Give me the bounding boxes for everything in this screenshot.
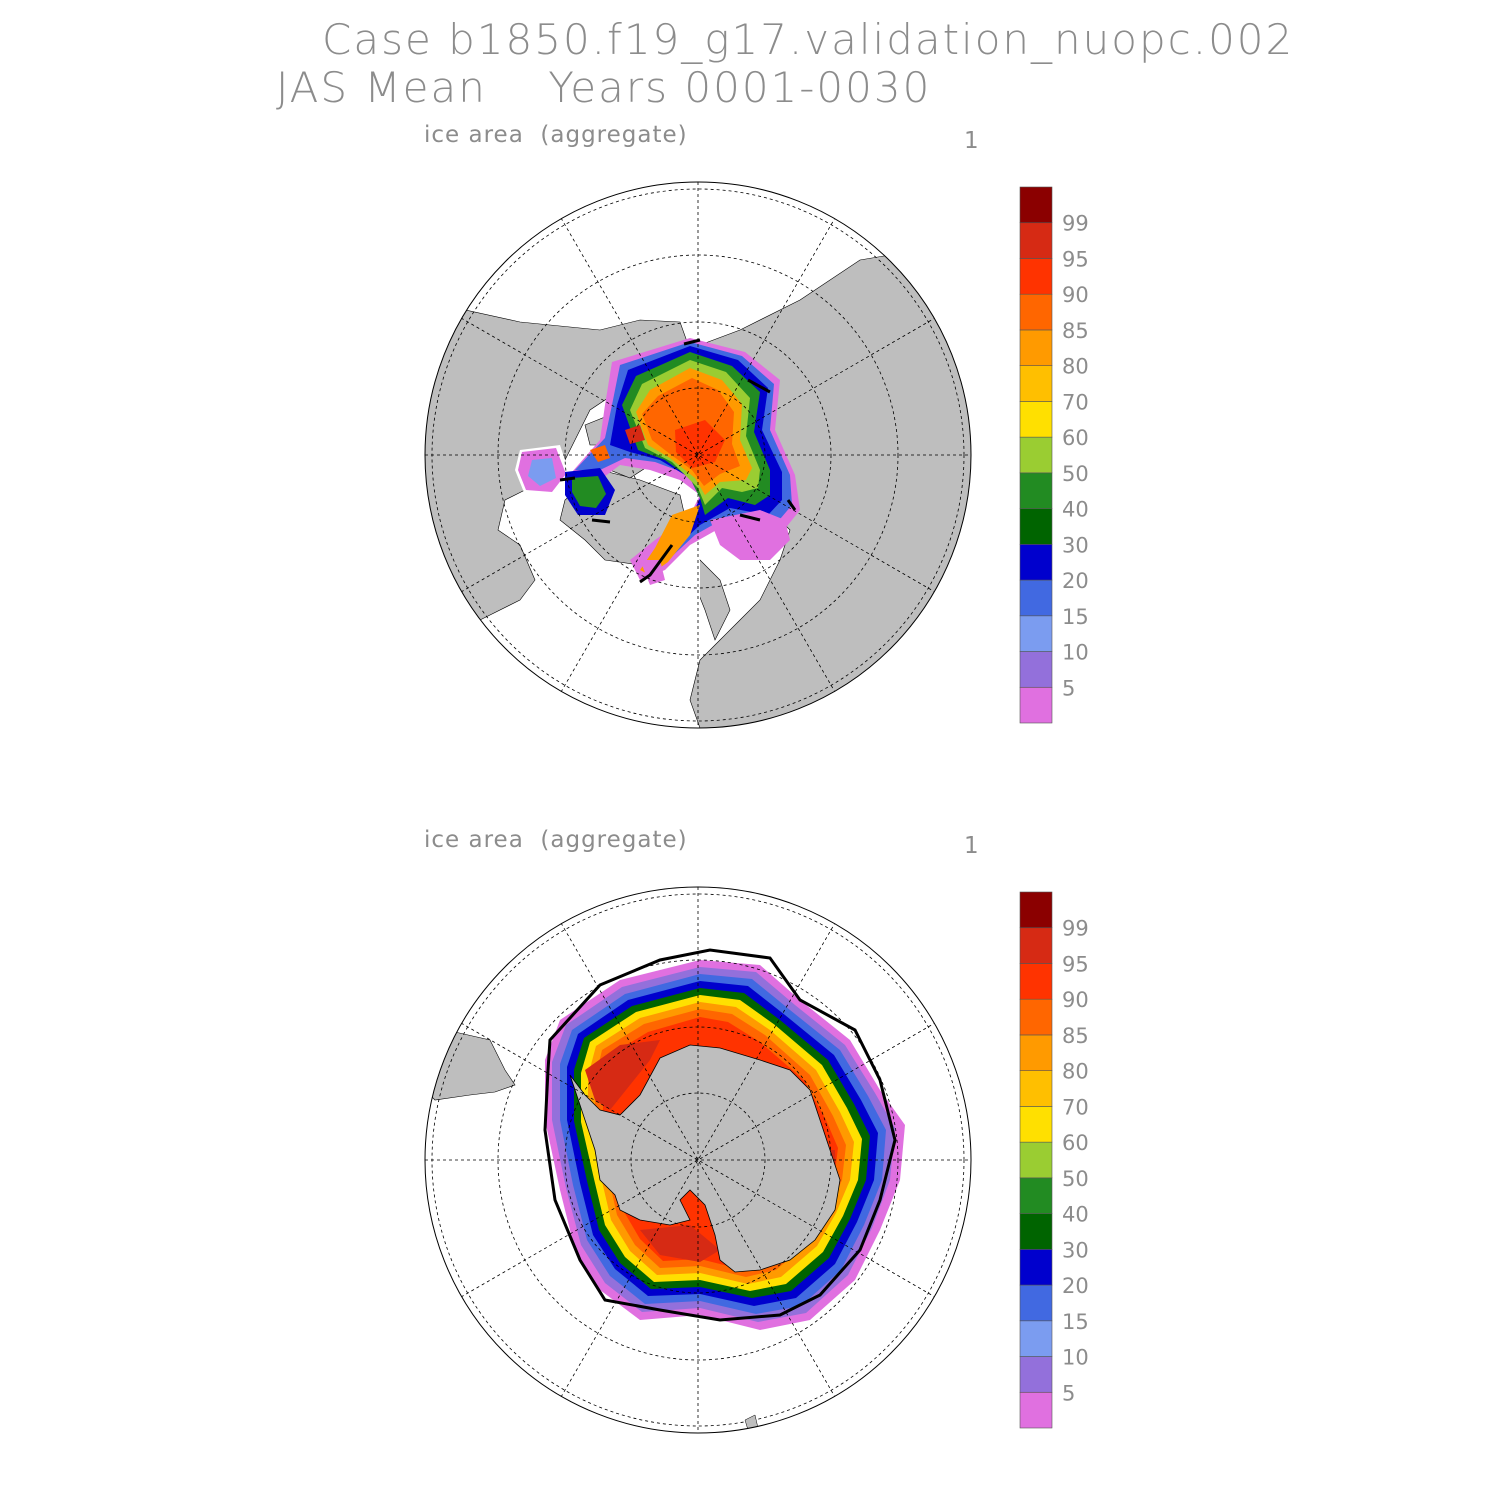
colorbar-north-segment <box>1019 329 1053 366</box>
colorbar-south-tick-label: 99 <box>1062 917 1089 941</box>
arctic-graticule <box>425 182 971 728</box>
colorbar-north-tick-label: 95 <box>1062 247 1089 271</box>
colorbar-north-segment <box>1019 508 1053 545</box>
colorbar-north-segment <box>1019 293 1053 331</box>
colorbar-south-tick-label: 40 <box>1062 1203 1089 1227</box>
colorbar-north-tick-label: 10 <box>1062 641 1089 665</box>
colorbar-north-tick-label: 80 <box>1062 355 1089 379</box>
colorbar-north-segment <box>1019 686 1053 724</box>
antarctica-land <box>569 1044 841 1273</box>
colorbar-north: 5 10 15 20 30 40 50 60 70 80 85 90 95 99 <box>1019 186 1089 724</box>
antarctic-graticule <box>425 887 971 1433</box>
colorbar-south: 5 10 15 20 30 40 50 60 70 80 85 90 95 99 <box>1019 891 1089 1429</box>
colorbar-north-segment <box>1019 258 1053 295</box>
colorbar-south-segment <box>1019 1070 1053 1107</box>
colorbar-south-segment <box>1019 963 1053 1000</box>
colorbar-south-tick-label: 30 <box>1062 1238 1089 1262</box>
colorbar-south-segment <box>1019 1320 1053 1357</box>
colorbar-south-tick-label: 90 <box>1062 988 1089 1012</box>
arctic-map <box>424 181 972 729</box>
colorbar-north-segment <box>1019 186 1053 224</box>
panel-title-south: ice area (aggregate) <box>424 827 688 853</box>
period-title: JAS Mean Years 0001-0030 <box>276 63 932 112</box>
colorbar-south-tick-label: 95 <box>1062 952 1089 976</box>
arctic-ice-edge-contour <box>559 338 797 584</box>
colorbar-south-segment <box>1019 1356 1053 1393</box>
colorbar-south-tick-label: 50 <box>1062 1167 1089 1191</box>
colorbar-north-tick-label: 99 <box>1062 212 1089 236</box>
colorbar-south-segment <box>1019 891 1053 929</box>
panel-number-north: 1 <box>964 128 979 154</box>
colorbar-north-tick-label: 60 <box>1062 426 1089 450</box>
colorbar-north-tick-label: 85 <box>1062 319 1089 343</box>
colorbar-north-tick-label: 50 <box>1062 462 1089 486</box>
colorbar-north-segment <box>1019 222 1053 259</box>
colorbar-north-tick-label: 90 <box>1062 283 1089 307</box>
colorbar-north-segment <box>1019 544 1053 581</box>
colorbar-south-tick-label: 10 <box>1062 1346 1089 1370</box>
colorbar-south-tick-label: 85 <box>1062 1024 1089 1048</box>
case-title: Case b1850.f19_g17.validation_nuopc.002 <box>322 15 1295 64</box>
colorbar-south-segment <box>1019 1213 1053 1250</box>
colorbar-south-tick-label: 80 <box>1062 1060 1089 1084</box>
colorbar-north-segment <box>1019 651 1053 688</box>
panel-title-north: ice area (aggregate) <box>424 122 688 148</box>
colorbar-south-segment <box>1019 1141 1053 1179</box>
colorbar-south-segment <box>1019 1106 1053 1143</box>
colorbar-south-tick-label: 60 <box>1062 1131 1089 1155</box>
antarctic-ice-edge-contour <box>543 948 897 1322</box>
colorbar-south-segment <box>1019 998 1053 1036</box>
colorbar-north-segment <box>1019 615 1053 652</box>
colorbar-north-segment <box>1019 579 1053 617</box>
colorbar-south-segment <box>1019 1177 1053 1214</box>
colorbar-south-segment <box>1019 1034 1053 1071</box>
panel-number-south: 1 <box>964 833 979 859</box>
colorbar-north-segment <box>1019 472 1053 509</box>
colorbar-north-tick-label: 5 <box>1062 676 1075 700</box>
colorbar-south-segment <box>1019 1391 1053 1429</box>
colorbar-north-tick-label: 70 <box>1062 390 1089 414</box>
colorbar-south-segment <box>1019 1284 1053 1322</box>
colorbar-north-segment <box>1019 401 1053 438</box>
colorbar-north-tick-label: 20 <box>1062 569 1089 593</box>
colorbar-north-tick-label: 30 <box>1062 533 1089 557</box>
arctic-sea-ice <box>518 338 800 585</box>
colorbar-north-tick-label: 40 <box>1062 498 1089 522</box>
colorbar-south-tick-label: 5 <box>1062 1381 1075 1405</box>
colorbar-south-segment <box>1019 1249 1053 1286</box>
colorbar-south-segment <box>1019 927 1053 964</box>
colorbar-north-segment <box>1019 365 1053 402</box>
colorbar-south-tick-label: 15 <box>1062 1310 1089 1334</box>
antarctic-map <box>424 886 972 1434</box>
colorbar-south-tick-label: 70 <box>1062 1095 1089 1119</box>
colorbar-south-tick-label: 20 <box>1062 1274 1089 1298</box>
colorbar-north-segment <box>1019 436 1053 474</box>
colorbar-north-tick-label: 15 <box>1062 605 1089 629</box>
